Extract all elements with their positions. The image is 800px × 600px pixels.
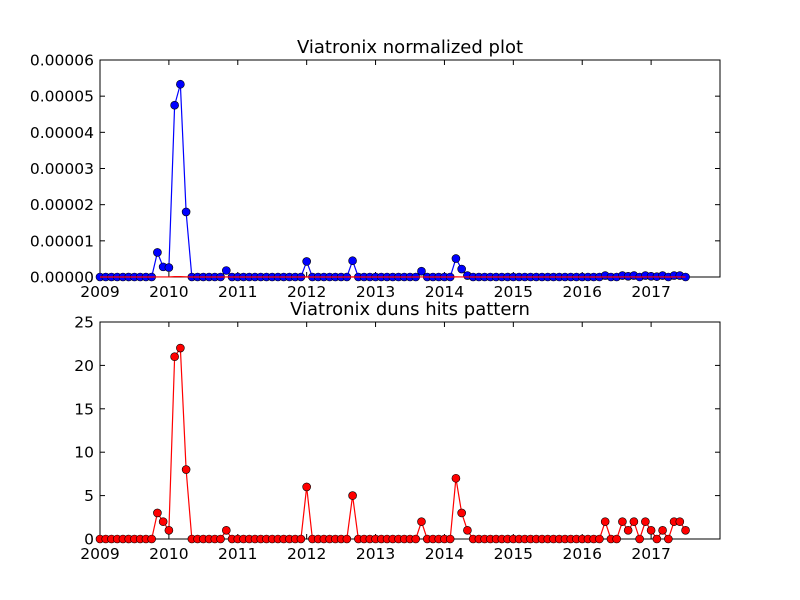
duns-hits-xtick-label: 2015	[494, 545, 533, 563]
normalized-plot-series-0-point	[348, 256, 357, 266]
normalized-plot-xtick-label: 2010	[149, 283, 188, 301]
duns-hits-series-0-point	[153, 508, 162, 518]
normalized-plot-xtick-label: 2011	[218, 283, 257, 301]
duns-hits-series-0-point	[158, 517, 168, 526]
duns-hits-series-0-point	[658, 526, 667, 535]
duns-hits-ytick-label: 10	[74, 444, 94, 462]
normalized-plot-series-0-point	[451, 254, 461, 263]
duns-hits-ytick-label: 20	[74, 357, 94, 375]
duns-hits-series-0-point	[417, 517, 426, 526]
duns-hits-chart: 2009 2010 2011 2012 2013 2014 2015 2016 20170510…	[74, 299, 721, 563]
normalized-plot-xtick-label: 2017	[631, 283, 670, 301]
normalized-plot-chart: 2009 2010 2011 2012 2013 2014 2015 2016 2017 0.00…	[30, 37, 721, 301]
duns-hits-series-0-point	[612, 534, 621, 544]
duns-hits-series-0-point	[664, 534, 673, 544]
duns-hits-series-0-point	[681, 526, 690, 535]
duns-hits-series-0-point	[629, 517, 639, 526]
duns-hits-series-0-point	[342, 534, 352, 544]
normalized-plot-xtick-label: 2013	[356, 283, 395, 301]
normalized-plot-ytick-label: 0.00001	[30, 232, 94, 250]
duns-hits-series-0-point	[296, 534, 306, 544]
normalized-plot-series-0-point	[176, 79, 185, 89]
duns-hits-series-0-point	[222, 526, 231, 535]
duns-hits-xtick-label: 2017	[631, 545, 670, 563]
normalized-plot-series-0-point	[153, 248, 162, 257]
duns-hits-title: Viatronix duns hits pattern	[290, 299, 530, 320]
duns-hits-series-0-point	[600, 517, 610, 526]
normalized-plot-series-0-point	[170, 100, 179, 110]
duns-hits-series-0-point	[181, 465, 191, 474]
normalized-plot-ytick-label: 0.00004	[30, 124, 94, 142]
duns-hits-series-0-point	[675, 517, 685, 526]
normalized-plot-ytick-label: 0.00000	[30, 269, 94, 287]
duns-hits-series-0-point	[635, 534, 644, 544]
duns-hits-series-0-point	[170, 352, 179, 362]
duns-hits-xtick-label: 2009	[80, 545, 119, 563]
duns-hits-series-0-point	[646, 526, 656, 535]
normalized-plot-series-0-point	[302, 257, 311, 266]
duns-hits-series-0-point	[411, 534, 421, 544]
duns-hits-xtick-label: 2014	[425, 545, 464, 563]
duns-hits-series-0-point	[623, 526, 633, 535]
normalized-plot-xtick-label: 2016	[562, 283, 601, 301]
normalized-plot-series-0-point	[457, 264, 466, 274]
normalized-plot-series	[95, 79, 690, 282]
normalized-plot-xtick-label: 2015	[494, 283, 533, 301]
duns-hits-xtick-label: 2010	[149, 545, 188, 563]
normalized-plot-ytick-label: 0.00002	[30, 196, 94, 214]
duns-hits-series-0-point	[618, 517, 627, 526]
normalized-plot-ytick-label: 0.00006	[30, 52, 94, 70]
normalized-plot-ytick-label: 0.00003	[30, 160, 94, 178]
normalized-plot-xtick-label: 2012	[287, 283, 326, 301]
duns-hits-series-0-point	[302, 482, 311, 492]
duns-hits-series-0-point	[147, 534, 156, 544]
normalized-plot-xtick-label: 2009	[80, 283, 119, 301]
duns-hits-series-0-point	[348, 491, 357, 500]
duns-hits-series-0-point	[216, 534, 225, 544]
duns-hits-ytick-label: 0	[84, 531, 94, 549]
normalized-plot-ticks: 2009 2010 2011 2012 2013 2014 2015 2016 2017 0.00…	[30, 52, 720, 301]
normalized-plot-title: Viatronix normalized plot	[297, 37, 523, 58]
duns-hits-xtick-label: 2016	[562, 545, 601, 563]
duns-hits-series-0-point	[164, 526, 174, 535]
duns-hits-series-0-point	[457, 508, 466, 518]
duns-hits-xtick-label: 2013	[356, 545, 395, 563]
duns-hits-ytick-label: 15	[74, 400, 94, 418]
duns-hits-xtick-label: 2011	[218, 545, 257, 563]
duns-hits-series-0-point	[445, 534, 455, 544]
normalized-plot-series-0-point	[222, 266, 231, 275]
duns-hits-ytick-label: 5	[84, 487, 94, 505]
normalized-plot-ytick-label: 0.00005	[30, 88, 94, 106]
normalized-plot-series-0-point	[164, 263, 174, 272]
duns-hits-series-0-point	[652, 534, 662, 544]
normalized-plot-series-0-point	[417, 266, 426, 276]
duns-hits-ytick-label: 25	[74, 314, 94, 332]
duns-hits-xtick-label: 2012	[287, 545, 326, 563]
duns-hits-series	[95, 343, 690, 544]
duns-hits-series-0-point	[176, 343, 185, 353]
normalized-plot-xtick-label: 2014	[425, 283, 464, 301]
normalized-plot-frame	[99, 59, 721, 278]
duns-hits-frame	[99, 321, 721, 540]
duns-hits-series-0-point	[641, 517, 650, 526]
duns-hits-ticks: 2009 2010 2011 2012 2013 2014 2015 2016 20170510…	[74, 314, 720, 563]
duns-hits-series-0-point	[451, 473, 461, 483]
normalized-plot-series-0-point	[181, 207, 191, 217]
duns-hits-series-0-point	[595, 534, 604, 544]
duns-hits-series-0-point	[463, 526, 472, 535]
